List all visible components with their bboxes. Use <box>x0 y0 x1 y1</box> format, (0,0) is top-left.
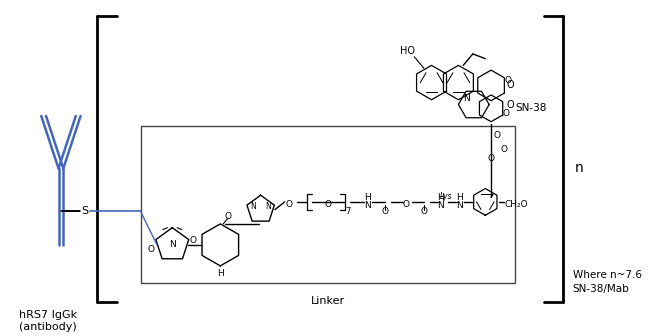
Text: S: S <box>81 206 88 216</box>
Text: O: O <box>500 145 507 154</box>
Text: H: H <box>456 193 463 202</box>
Text: H: H <box>217 269 224 278</box>
Text: H: H <box>364 193 371 202</box>
Text: SN-38/Mab: SN-38/Mab <box>573 284 629 294</box>
Text: HO: HO <box>400 46 415 56</box>
Text: Linker: Linker <box>311 296 345 306</box>
Text: O: O <box>506 80 514 90</box>
Text: N: N <box>456 201 463 210</box>
Text: O: O <box>506 99 514 110</box>
Text: N: N <box>250 202 256 211</box>
Text: O: O <box>421 207 427 216</box>
Text: N: N <box>364 201 371 210</box>
Text: CH₂O: CH₂O <box>504 200 528 209</box>
Text: O: O <box>402 200 409 209</box>
Text: O: O <box>493 131 500 139</box>
Text: O: O <box>190 236 197 245</box>
Text: Where n~7.6: Where n~7.6 <box>573 270 642 281</box>
Text: O: O <box>224 212 232 221</box>
Text: O: O <box>148 245 155 254</box>
Text: O: O <box>286 200 293 209</box>
Text: 7: 7 <box>345 207 351 216</box>
Text: O: O <box>488 155 494 163</box>
Text: O: O <box>324 200 332 209</box>
Text: H: H <box>437 193 443 202</box>
Text: N: N <box>169 240 176 249</box>
Text: SN-38: SN-38 <box>515 103 547 113</box>
Text: N: N <box>437 201 443 210</box>
Bar <box>141 126 515 283</box>
Text: O: O <box>503 109 510 118</box>
Text: O: O <box>382 207 389 216</box>
Text: N: N <box>266 202 271 211</box>
Text: O: O <box>505 76 512 85</box>
Text: hRS7 IgGk
(antibody): hRS7 IgGk (antibody) <box>19 310 77 332</box>
Text: Lys: Lys <box>439 192 452 201</box>
Text: n: n <box>575 162 583 175</box>
Text: N: N <box>463 94 470 103</box>
